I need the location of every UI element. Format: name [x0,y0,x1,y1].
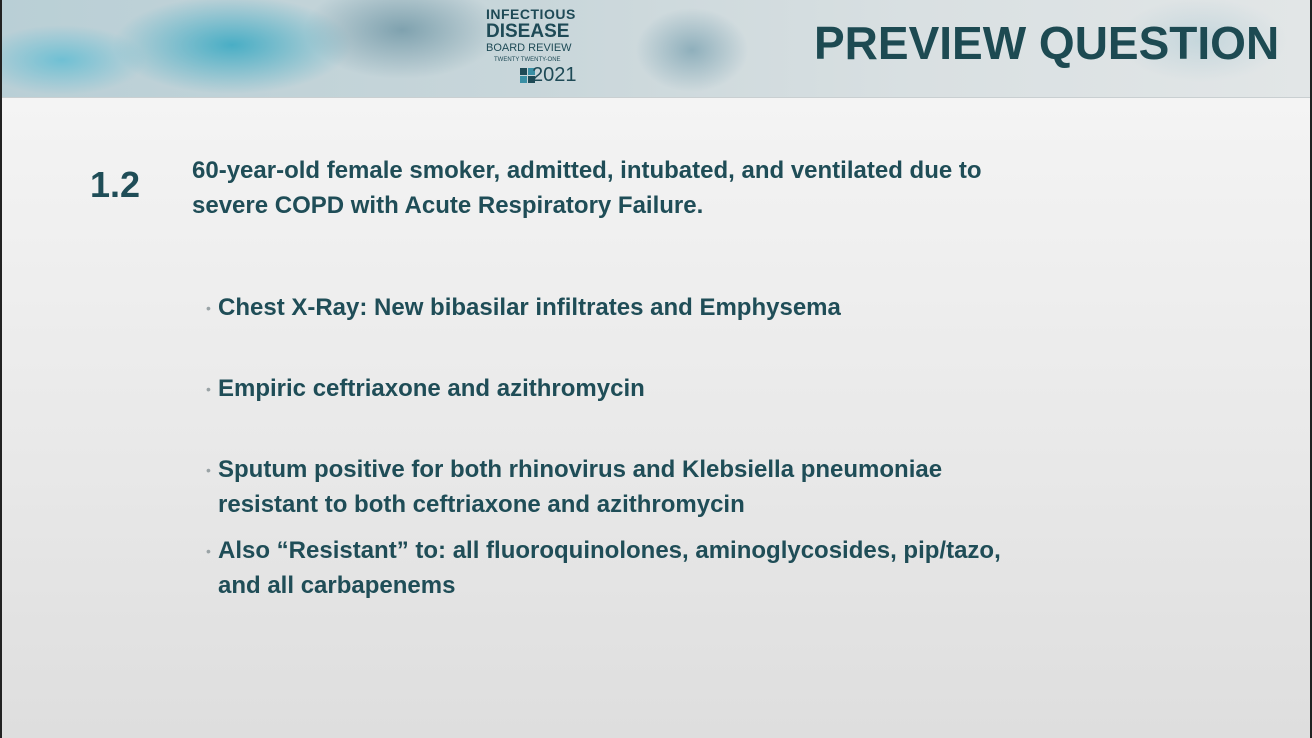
bullet-text: Also “Resistant” to: all fluoroquinolone… [218,537,1001,565]
bullet-text: Empiric ceftriaxone and azithromycin [218,375,645,403]
bullet-text: Chest X-Ray: New bibasilar infiltrates a… [218,294,841,322]
header-banner: INFECTIOUS DISEASE BOARD REVIEW TWENTY T… [2,0,1310,98]
bullet-marker: • [206,462,211,478]
bullet-text: resistant to both ceftriaxone and azithr… [218,491,745,519]
logo-text: INFECTIOUS [486,6,576,22]
bullet-marker: • [206,381,211,397]
logo-year: 2021 [532,64,577,87]
logo: INFECTIOUS DISEASE BOARD REVIEW TWENTY T… [486,4,594,92]
question-text: severe COPD with Acute Respiratory Failu… [192,192,703,220]
question-text: 60-year-old female smoker, admitted, int… [192,157,982,185]
logo-text: BOARD REVIEW [486,42,572,54]
logo-text: DISEASE [486,21,569,43]
question-number: 1.2 [90,164,140,206]
slide-title: PREVIEW QUESTION [814,16,1279,70]
bullet-text: Sputum positive for both rhinovirus and … [218,456,942,484]
slide: INFECTIOUS DISEASE BOARD REVIEW TWENTY T… [0,0,1312,738]
bullet-marker: • [206,300,211,316]
bullet-text: and all carbapenems [218,572,455,600]
logo-square [520,68,527,75]
bullet-marker: • [206,543,211,559]
logo-text: TWENTY TWENTY-ONE [494,57,561,63]
logo-square [520,76,527,83]
